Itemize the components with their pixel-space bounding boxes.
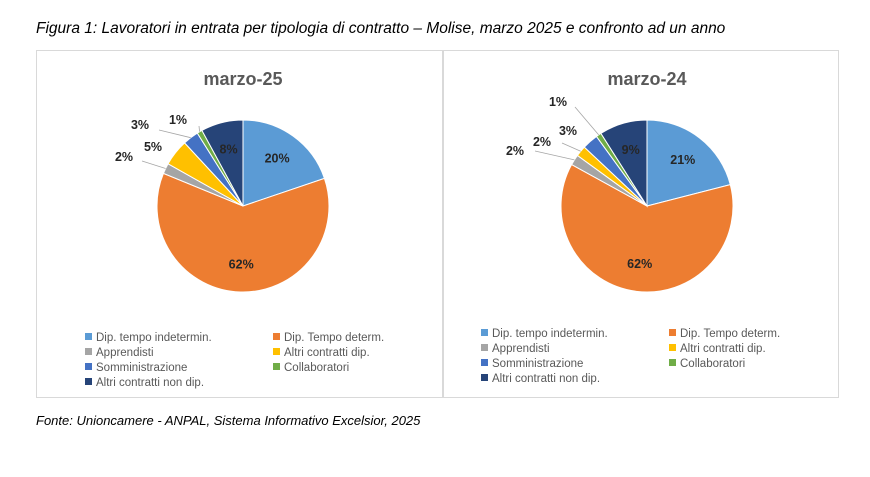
legend-swatch-altri-contratti-dip <box>273 348 280 355</box>
legend-item-altri-contratti-non-dip: Altri contratti non dip. <box>481 372 600 386</box>
legend-label-dip-tempo-determ: Dip. Tempo determ. <box>680 328 781 340</box>
legend-swatch-dip-tempo-indetermin <box>85 333 92 340</box>
leader-line-apprendisti <box>534 150 575 161</box>
legend-label-collaboratori: Collaboratori <box>284 362 350 374</box>
data-label-altri-contratti-non-dip: 9% <box>622 143 640 157</box>
legend-swatch-apprendisti <box>481 344 488 351</box>
legend-label-dip-tempo-determ: Dip. Tempo determ. <box>284 332 385 344</box>
legend-swatch-dip-tempo-indetermin <box>481 329 488 336</box>
legend-item-dip-tempo-indetermin: Dip. tempo indetermin. <box>85 331 212 345</box>
data-label-somministrazione: 3% <box>559 124 577 138</box>
legend-swatch-collaboratori <box>273 363 280 370</box>
legend-item-altri-contratti-dip: Altri contratti dip. <box>273 346 370 360</box>
legend-item-altri-contratti-non-dip: Altri contratti non dip. <box>85 376 204 390</box>
legend-swatch-somministrazione <box>85 363 92 370</box>
pie-slice-dip-tempo-determ <box>156 172 330 293</box>
pie-slice-dip-tempo-determ <box>560 163 734 293</box>
data-label-altri-contratti-non-dip: 8% <box>220 142 238 156</box>
legend-label-altri-contratti-non-dip: Altri contratti non dip. <box>96 377 205 389</box>
legend-label-apprendisti: Apprendisti <box>492 343 550 355</box>
pie-chart-marzo-25: marzo-25 20% 62% 2% 5% 3% 1% 8% <box>115 69 330 293</box>
chart-panel-marzo-24: marzo-24 21% 62% 2% 2% 3% 1% 9% Dip. tempo inde… <box>443 50 839 398</box>
leader-line-collaboratori <box>574 106 600 136</box>
legend-item-dip-tempo-indetermin: Dip. tempo indetermin. <box>481 327 608 341</box>
legend-swatch-dip-tempo-determ <box>273 333 280 340</box>
legend-swatch-altri-contratti-non-dip <box>85 378 92 385</box>
legend-label-apprendisti: Apprendisti <box>96 347 154 359</box>
figure-title: Figura 1: Lavoratori in entrata per tipo… <box>36 20 726 37</box>
legend-swatch-collaboratori <box>669 359 676 366</box>
leader-line-collaboratori <box>198 125 200 132</box>
legend-swatch-dip-tempo-determ <box>669 329 676 336</box>
legend-item-dip-tempo-determ: Dip. Tempo determ. <box>273 331 384 345</box>
leader-line-altri-contratti-dip <box>561 142 581 152</box>
legend-label-dip-tempo-indetermin: Dip. tempo indetermin. <box>96 332 212 344</box>
data-label-apprendisti: 2% <box>506 144 524 158</box>
legend-item-somministrazione: Somministrazione <box>481 357 583 371</box>
legend-label-collaboratori: Collaboratori <box>680 358 746 370</box>
data-label-altri-contratti-dip: 2% <box>533 135 551 149</box>
data-label-apprendisti: 2% <box>115 150 133 164</box>
chart-panel-marzo-25: marzo-25 20% 62% 2% 5% 3% 1% 8% Dip. tempo inde… <box>36 50 443 398</box>
legend-label-altri-contratti-non-dip: Altri contratti non dip. <box>492 373 601 385</box>
leader-line-apprendisti <box>141 160 166 169</box>
legend-item-somministrazione: Somministrazione <box>85 361 187 375</box>
legend-swatch-apprendisti <box>85 348 92 355</box>
data-label-dip-tempo-determ: 62% <box>229 258 254 272</box>
pie-slice-dip-tempo-indetermin <box>242 119 326 207</box>
data-label-dip-tempo-indetermin: 20% <box>265 152 290 166</box>
data-label-collaboratori: 1% <box>549 95 567 109</box>
legend-item-apprendisti: Apprendisti <box>481 342 550 356</box>
legend-label-somministrazione: Somministrazione <box>96 362 188 374</box>
data-label-dip-tempo-indetermin: 21% <box>670 153 695 167</box>
data-label-altri-contratti-dip: 5% <box>144 140 162 154</box>
legend-swatch-somministrazione <box>481 359 488 366</box>
chart-title-marzo-24: marzo-24 <box>607 69 686 89</box>
pie-slice-altri-contratti-non-dip <box>201 119 244 207</box>
legend-label-somministrazione: Somministrazione <box>492 358 584 370</box>
legend-item-altri-contratti-dip: Altri contratti dip. <box>669 342 766 356</box>
legend-label-dip-tempo-indetermin: Dip. tempo indetermin. <box>492 328 608 340</box>
legend-label-altri-contratti-dip: Altri contratti dip. <box>680 343 766 355</box>
data-label-collaboratori: 1% <box>169 113 187 127</box>
figure-source: Fonte: Unioncamere - ANPAL, Sistema Info… <box>36 413 421 428</box>
legend-swatch-altri-contratti-dip <box>669 344 676 351</box>
pie-slice-altri-contratti-non-dip <box>600 119 648 208</box>
legend-item-collaboratori: Collaboratori <box>669 357 745 371</box>
legend-item-dip-tempo-determ: Dip. Tempo determ. <box>669 327 780 341</box>
data-label-somministrazione: 3% <box>131 118 149 132</box>
data-label-dip-tempo-determ: 62% <box>627 257 652 271</box>
pie-slice-dip-tempo-indetermin <box>646 119 731 207</box>
pie-chart-marzo-24: marzo-24 21% 62% 2% 2% 3% 1% 9% <box>506 69 734 293</box>
legend-swatch-altri-contratti-non-dip <box>481 374 488 381</box>
leader-line-somministrazione <box>158 129 191 139</box>
legend-item-collaboratori: Collaboratori <box>273 361 349 375</box>
legend-label-altri-contratti-dip: Altri contratti dip. <box>284 347 370 359</box>
chart-title-marzo-25: marzo-25 <box>203 69 282 89</box>
legend-item-apprendisti: Apprendisti <box>85 346 154 360</box>
